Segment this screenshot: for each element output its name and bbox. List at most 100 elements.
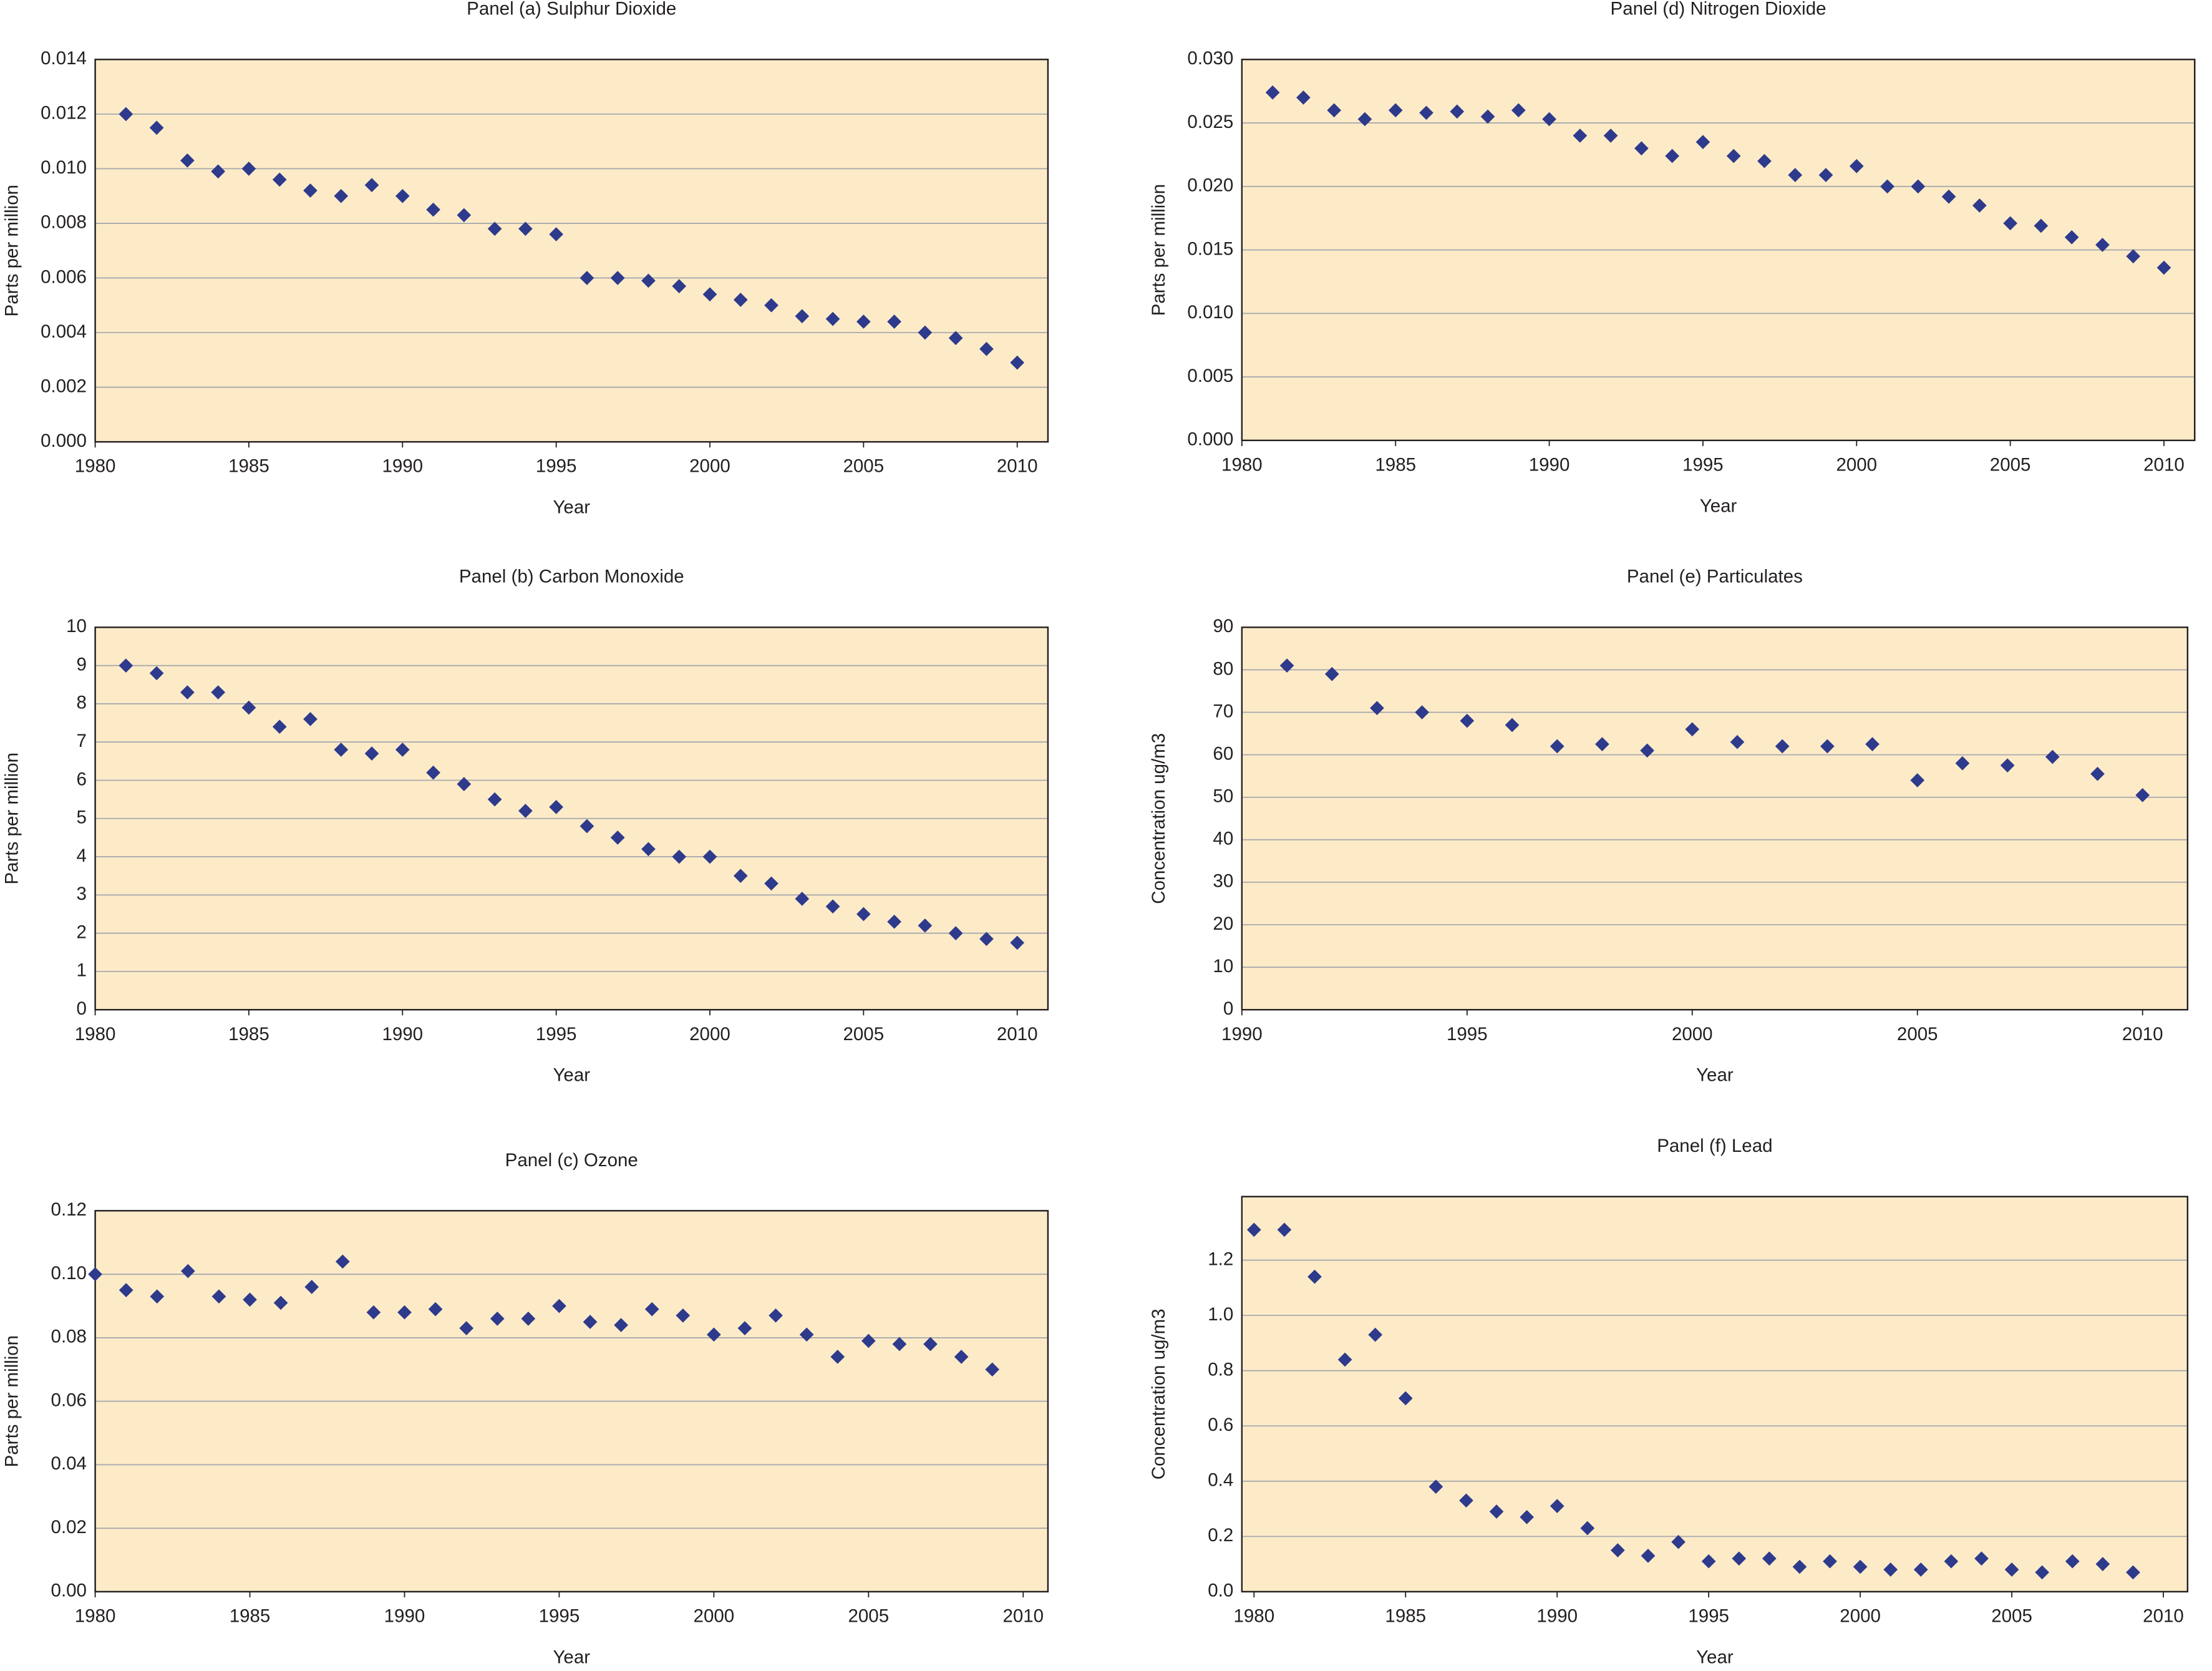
y-tick-label: 0.000 [41,431,87,451]
data-point [304,1280,319,1294]
y-tick-label: 0.012 [41,103,87,124]
data-point [2000,758,2015,773]
data-point [459,1321,474,1335]
x-tick-label: 2010 [997,1024,1038,1045]
data-point [1450,104,1465,119]
y-tick-label: 8 [77,693,87,713]
plot-area [1241,626,2189,1011]
x-tick-label: 2000 [689,456,730,477]
data-point [1550,1499,1564,1513]
x-tick-label: 1995 [539,1606,580,1627]
x-tick-label: 1985 [228,1024,269,1045]
data-point [1823,1554,1837,1569]
data-point [1910,773,1925,787]
y-axis-label: Concentration ug/m3 [1148,1308,1169,1479]
data-point [2035,1565,2050,1580]
data-point [1010,355,1025,370]
panel-title: Panel (c) Ozone [505,1150,638,1171]
data-point [1279,658,1294,673]
x-tick-label: 2005 [848,1606,890,1627]
panel-title: Panel (f) Lead [1657,1136,1772,1156]
data-point [1880,179,1894,194]
data-point [211,1289,226,1304]
y-tick-label: 0.014 [41,48,87,69]
y-tick-label: 7 [77,731,87,751]
data-point [272,172,287,187]
y-axis-label: Concentration ug/m3 [1148,733,1169,904]
panel: Panel (f) Lead Year Concentration ug/m3 0.0… [1148,1136,2189,1667]
plot-border [1241,1196,2189,1593]
y-tick-label: 1 [77,960,87,981]
data-point [737,1321,752,1335]
y-tick-label: 0.2 [1208,1525,1233,1546]
y-tick-label: 5 [77,807,87,828]
data-point [1480,109,1495,124]
panel: Panel (b) Carbon Monoxide Year Parts per m… [2,567,1049,1086]
y-tick-label: 0.00 [51,1581,87,1601]
y-tick-label: 6 [77,769,87,789]
data-point [1974,1551,1989,1566]
data-point [979,932,994,947]
y-tick-label: 70 [1213,701,1233,721]
y-tick-label: 9 [77,654,87,675]
data-point [1505,718,1520,733]
data-point [1849,158,1864,173]
y-tick-label: 0.06 [51,1390,87,1410]
data-point [1762,1551,1777,1566]
data-point [1398,1391,1413,1406]
y-axis-label: Parts per million [2,185,22,316]
x-tick-label: 1985 [230,1606,271,1627]
data-point [1459,1493,1473,1508]
y-tick-label: 0.002 [41,376,87,396]
y-tick-label: 60 [1213,743,1233,764]
y-tick-label: 0.006 [41,266,87,287]
data-point [181,1264,195,1279]
data-point [457,208,472,223]
x-tick-label: 2000 [1840,1606,1881,1627]
data-point [641,273,656,288]
y-tick-label: 0 [77,998,87,1019]
x-tick-label: 1995 [536,1024,577,1045]
panel: Panel (a) Sulphur Dioxide Year Parts per m… [2,0,1049,518]
data-point [303,183,318,198]
y-tick-label: 0.020 [1187,175,1233,196]
data-point [241,162,256,176]
data-point [2064,230,2079,245]
x-tick-label: 1995 [1688,1606,1729,1627]
data-point [2034,218,2049,233]
y-tick-label: 0.008 [41,212,87,233]
data-point [610,831,625,845]
data-point [1820,739,1835,754]
x-tick-label: 1985 [1375,454,1416,475]
x-tick-label: 2005 [843,1024,885,1045]
data-point [733,293,748,307]
y-tick-label: 0.12 [51,1199,87,1220]
data-point [1489,1504,1504,1519]
x-tick-label: 1995 [536,456,577,477]
data-point [707,1327,721,1342]
data-point [397,1305,412,1320]
y-tick-label: 0.010 [1187,302,1233,323]
data-point [1307,1269,1322,1284]
y-tick-label: 40 [1213,829,1233,849]
data-point [241,700,256,715]
data-point [1955,756,1970,771]
x-tick-label: 1990 [1536,1606,1578,1627]
plot-border [1241,59,2196,441]
x-tick-label: 2010 [1002,1606,1044,1627]
x-tick-label: 2000 [1672,1024,1713,1045]
data-point [2156,260,2171,275]
data-point [1695,135,1710,149]
y-tick-label: 50 [1213,786,1233,807]
data-point [580,271,594,285]
data-point [825,899,840,914]
x-tick-label: 1985 [1385,1606,1426,1627]
data-point [119,658,133,673]
y-tick-label: 0.000 [1187,429,1233,450]
x-axis-label: Year [553,497,590,518]
x-tick-label: 1985 [228,456,269,477]
data-point [1726,149,1741,163]
data-point [426,202,440,217]
data-point [1370,701,1384,716]
data-point [795,892,810,906]
